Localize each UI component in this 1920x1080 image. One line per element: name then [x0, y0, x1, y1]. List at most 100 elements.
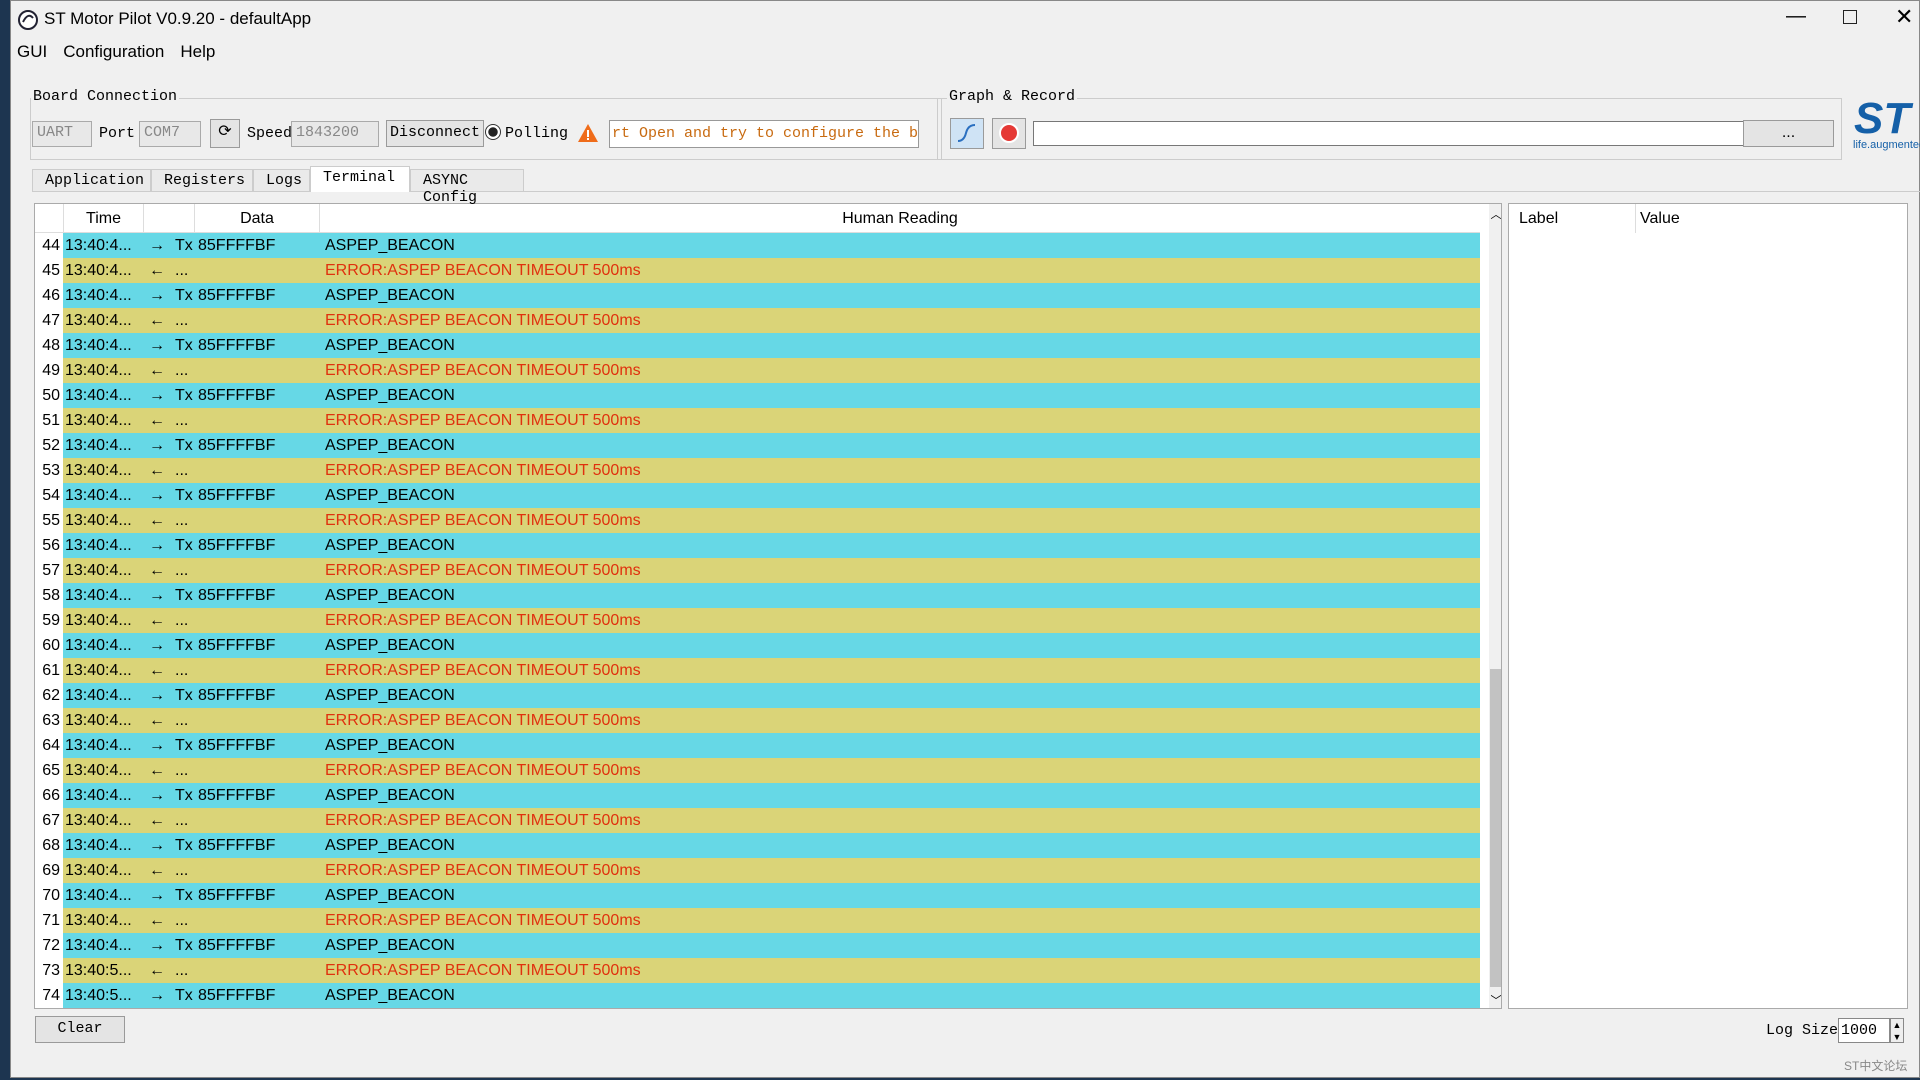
log-row[interactable]: 50 13:40:4... → Tx 85FFFFBF ASPEP_BEACON — [35, 383, 1480, 408]
tab[interactable]: ASYNC Config — [410, 169, 524, 206]
log-row[interactable]: 44 13:40:4... → Tx 85FFFFBF ASPEP_BEACON — [35, 233, 1480, 258]
time: 13:40:4... — [65, 337, 132, 354]
column-header: Data — [194, 204, 319, 233]
log-row[interactable]: 68 13:40:4... → Tx 85FFFFBF ASPEP_BEACON — [35, 833, 1480, 858]
column-divider — [143, 204, 194, 233]
log-row[interactable]: 65 13:40:4... ←... ERROR:ASPEP BEACON TIMEO… — [35, 758, 1480, 783]
human-reading: ERROR:ASPEP BEACON TIMEOUT 500ms — [325, 662, 641, 679]
log-row[interactable]: 62 13:40:4... → Tx 85FFFFBF ASPEP_BEACON — [35, 683, 1480, 708]
browse-button[interactable]: ... — [1743, 120, 1834, 147]
spin-buttons[interactable]: ▲ ▼ — [1890, 1018, 1904, 1043]
log-row[interactable]: 55 13:40:4... ←... ERROR:ASPEP BEACON TIMEO… — [35, 508, 1480, 533]
log-row[interactable]: 66 13:40:4... → Tx 85FFFFBF ASPEP_BEACON — [35, 783, 1480, 808]
log-row[interactable]: 69 13:40:4... ←... ERROR:ASPEP BEACON TIMEO… — [35, 858, 1480, 883]
log-row[interactable]: 63 13:40:4... ←... ERROR:ASPEP BEACON TIMEO… — [35, 708, 1480, 733]
log-row[interactable]: 59 13:40:4... ←... ERROR:ASPEP BEACON TIMEO… — [35, 608, 1480, 633]
group-title: Board Connection — [31, 88, 180, 105]
speed-select[interactable]: 1843200 — [291, 121, 379, 147]
direction-arrow: → — [149, 287, 165, 304]
log-row[interactable]: 52 13:40:4... → Tx 85FFFFBF ASPEP_BEACON — [35, 433, 1480, 458]
time: 13:40:4... — [65, 362, 132, 379]
menu-item[interactable]: Configuration — [63, 42, 165, 61]
data: 85FFFFBF — [198, 387, 276, 404]
scroll-down[interactable]: ﹀ — [1490, 995, 1502, 1007]
human-reading: ERROR:ASPEP BEACON TIMEOUT 500ms — [325, 362, 641, 379]
direction-arrow: → — [149, 487, 165, 504]
time: 13:40:4... — [65, 587, 132, 604]
port-select[interactable]: COM7 — [139, 121, 201, 147]
log-row[interactable]: 60 13:40:4... → Tx 85FFFFBF ASPEP_BEACON — [35, 633, 1480, 658]
row-number: 65 — [35, 758, 63, 783]
log-row[interactable]: 48 13:40:4... → Tx 85FFFFBF ASPEP_BEACON — [35, 333, 1480, 358]
log-row[interactable]: 56 13:40:4... → Tx 85FFFFBF ASPEP_BEACON — [35, 533, 1480, 558]
time: 13:40:4... — [65, 712, 132, 729]
human-reading: ASPEP_BEACON — [325, 487, 455, 504]
graph-button[interactable] — [950, 118, 984, 149]
tab[interactable]: Application — [32, 169, 151, 191]
log-row[interactable]: 64 13:40:4... → Tx 85FFFFBF ASPEP_BEACON — [35, 733, 1480, 758]
graph-record-group — [937, 98, 1842, 160]
tab[interactable]: Logs — [253, 169, 310, 191]
log-row[interactable]: 70 13:40:4... → Tx 85FFFFBF ASPEP_BEACON — [35, 883, 1480, 908]
scroll-thumb[interactable] — [1490, 669, 1501, 987]
column-header: Time — [63, 204, 143, 233]
log-row[interactable]: 53 13:40:4... ←... ERROR:ASPEP BEACON TIMEO… — [35, 458, 1480, 483]
row-number: 56 — [35, 533, 63, 558]
time: 13:40:4... — [65, 612, 132, 629]
direction: ... — [175, 412, 189, 429]
scroll-up[interactable]: ︿ — [1490, 209, 1502, 221]
direction-arrow: ← — [149, 762, 165, 779]
protocol-select[interactable]: UART — [32, 121, 92, 147]
clear-button[interactable]: Clear — [35, 1016, 125, 1043]
record-path[interactable] — [1033, 121, 1746, 146]
log-row[interactable]: 74 13:40:5... → Tx 85FFFFBF ASPEP_BEACON — [35, 983, 1480, 1008]
log-row[interactable]: 46 13:40:4... → Tx 85FFFFBF ASPEP_BEACON — [35, 283, 1480, 308]
direction: ... — [175, 862, 189, 879]
data: 85FFFFBF — [198, 287, 276, 304]
log-row[interactable]: 57 13:40:4... ←... ERROR:ASPEP BEACON TIMEO… — [35, 558, 1480, 583]
data: 85FFFFBF — [198, 887, 276, 904]
direction: Tx — [175, 487, 193, 504]
direction-arrow: → — [149, 537, 165, 554]
time: 13:40:5... — [65, 987, 132, 1004]
disconnect-button[interactable]: Disconnect — [386, 120, 484, 147]
direction: ... — [175, 762, 189, 779]
log-row[interactable]: 71 13:40:4... ←... ERROR:ASPEP BEACON TIMEO… — [35, 908, 1480, 933]
refresh-button[interactable]: ⟳ — [210, 119, 240, 148]
menu-item[interactable]: GUI — [17, 42, 48, 61]
log-row[interactable]: 58 13:40:4... → Tx 85FFFFBF ASPEP_BEACON — [35, 583, 1480, 608]
log-row[interactable]: 47 13:40:4... ←... ERROR:ASPEP BEACON TIMEO… — [35, 308, 1480, 333]
tab[interactable]: Registers — [151, 169, 253, 191]
polling-radio[interactable] — [485, 124, 501, 140]
time: 13:40:4... — [65, 637, 132, 654]
log-row[interactable]: 49 13:40:4... ←... ERROR:ASPEP BEACON TIMEO… — [35, 358, 1480, 383]
log-row[interactable]: 61 13:40:4... ←... ERROR:ASPEP BEACON TIMEO… — [35, 658, 1480, 683]
menu-item[interactable]: Help — [180, 42, 216, 61]
tab[interactable]: Terminal — [310, 166, 410, 192]
human-reading: ASPEP_BEACON — [325, 937, 455, 954]
log-row[interactable]: 51 13:40:4... ←... ERROR:ASPEP BEACON TIMEO… — [35, 408, 1480, 433]
direction: Tx — [175, 687, 193, 704]
row-number: 73 — [35, 958, 63, 983]
port-label: Port — [99, 125, 136, 142]
row-number: 54 — [35, 483, 63, 508]
log-row[interactable]: 72 13:40:4... → Tx 85FFFFBF ASPEP_BEACON — [35, 933, 1480, 958]
close[interactable]: ✕ — [1895, 4, 1914, 29]
log-size-input[interactable]: 1000 — [1838, 1018, 1890, 1043]
log-row[interactable]: 67 13:40:4... ←... ERROR:ASPEP BEACON TIMEO… — [35, 808, 1480, 833]
human-reading: ERROR:ASPEP BEACON TIMEOUT 500ms — [325, 512, 641, 529]
time: 13:40:4... — [65, 912, 132, 929]
minimize[interactable]: — — [1786, 5, 1806, 27]
log-row[interactable]: 73 13:40:5... ←... ERROR:ASPEP BEACON TIMEO… — [35, 958, 1480, 983]
direction-arrow: ← — [149, 562, 165, 579]
data: 85FFFFBF — [198, 837, 276, 854]
scrollbar[interactable]: ︿ ﹀ — [1489, 204, 1502, 1008]
human-reading: ERROR:ASPEP BEACON TIMEOUT 500ms — [325, 862, 641, 879]
record-button[interactable] — [992, 118, 1026, 149]
time: 13:40:4... — [65, 562, 132, 579]
row-number: 66 — [35, 783, 63, 808]
log-row[interactable]: 54 13:40:4... → Tx 85FFFFBF ASPEP_BEACON — [35, 483, 1480, 508]
log-row[interactable]: 45 13:40:4... ←... ERROR:ASPEP BEACON TIMEO… — [35, 258, 1480, 283]
column-header: Label — [1519, 210, 1559, 227]
maximize[interactable] — [1843, 10, 1857, 24]
